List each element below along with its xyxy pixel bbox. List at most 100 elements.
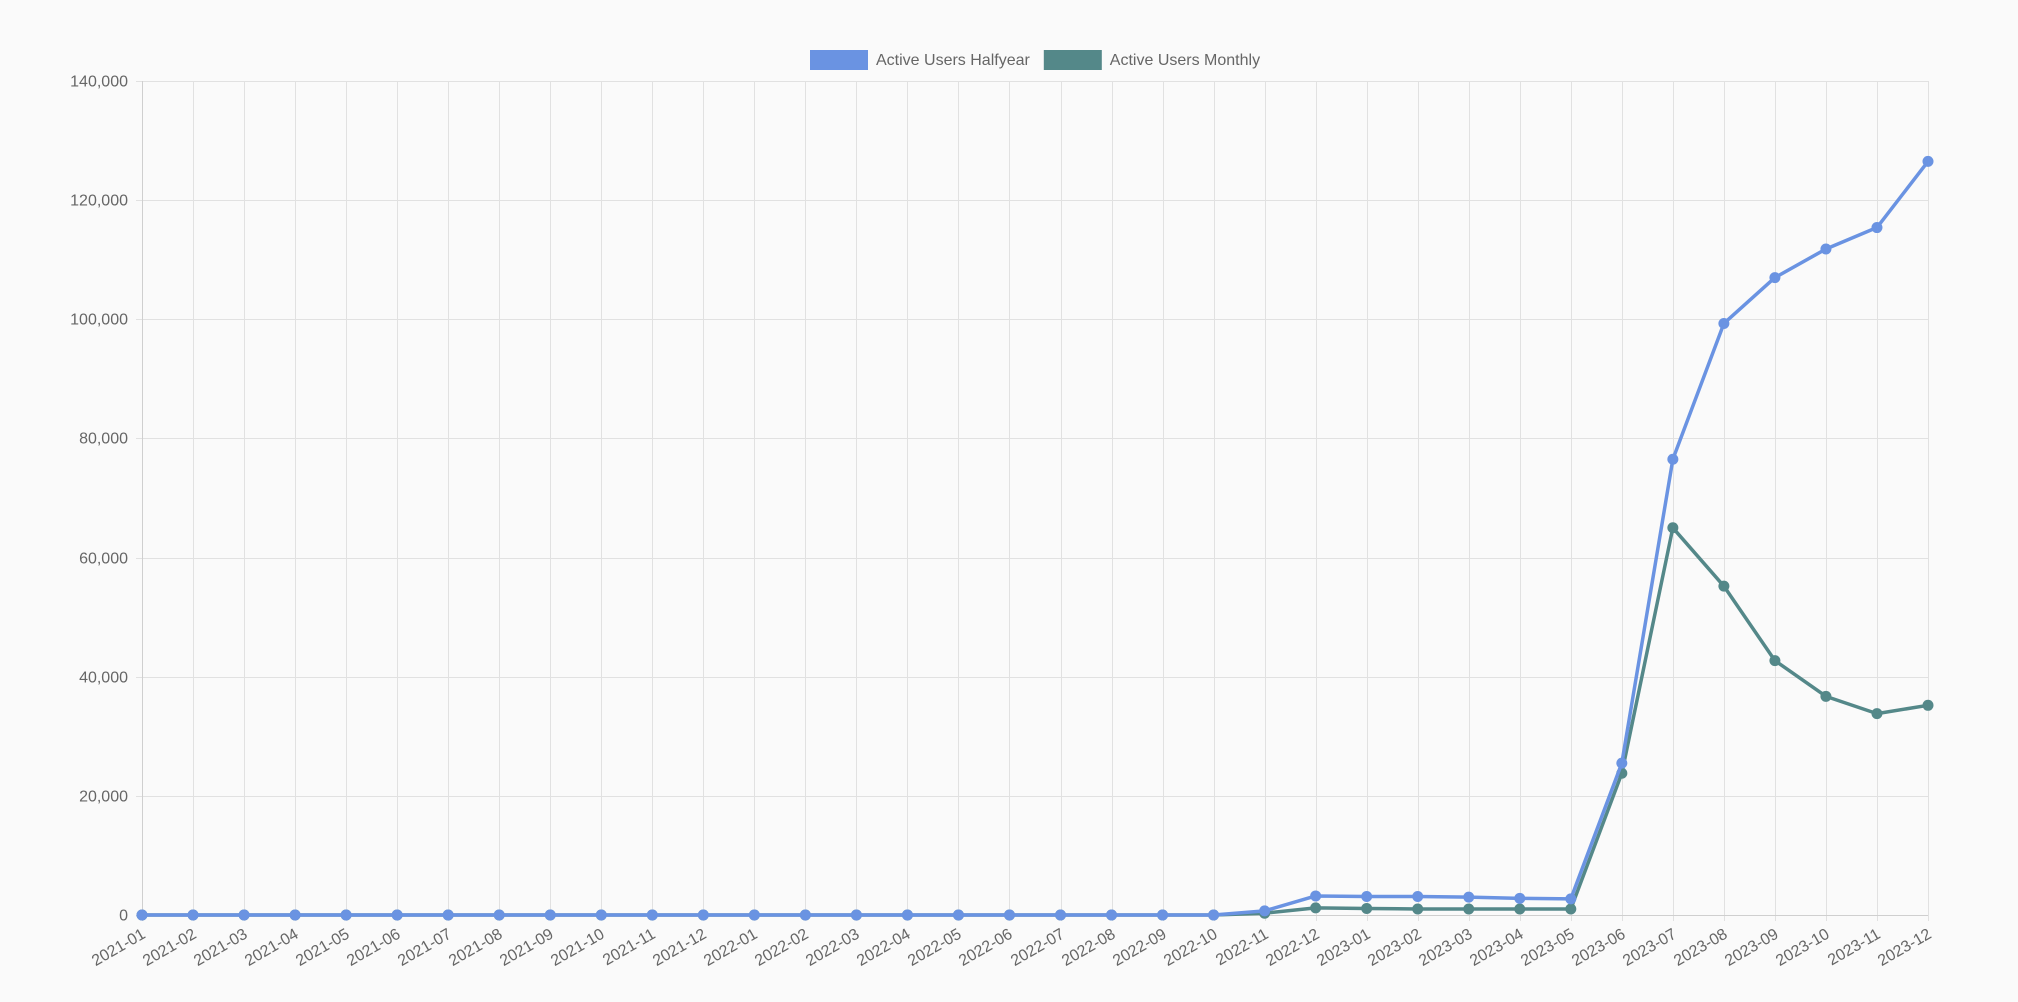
data-point[interactable] — [1718, 317, 1730, 329]
data-point[interactable] — [952, 909, 964, 921]
series-active-users-halfyear — [136, 155, 1934, 921]
y-tick-label: 40,000 — [79, 670, 128, 687]
data-point[interactable] — [136, 909, 148, 921]
x-tick-label: 2022-01 — [701, 926, 760, 970]
y-tick-label: 20,000 — [79, 789, 128, 806]
legend-label: Active Users Monthly — [1110, 52, 1260, 69]
y-tick-label: 140,000 — [70, 74, 128, 91]
data-point[interactable] — [1769, 272, 1781, 284]
y-tick-label: 120,000 — [70, 193, 128, 210]
data-point[interactable] — [1310, 890, 1322, 902]
x-tick-label: 2021-03 — [191, 926, 250, 970]
data-point[interactable] — [544, 909, 556, 921]
x-tick-label: 2023-10 — [1773, 926, 1832, 970]
x-tick-label: 2022-04 — [854, 926, 913, 970]
series-line — [140, 526, 1930, 917]
data-point[interactable] — [1514, 903, 1526, 915]
x-tick-label: 2021-01 — [89, 926, 148, 970]
x-tick-label: 2022-10 — [1161, 926, 1220, 970]
data-point[interactable] — [1208, 909, 1220, 921]
data-point[interactable] — [1361, 902, 1373, 914]
data-point[interactable] — [1463, 891, 1475, 903]
data-point[interactable] — [1616, 757, 1628, 769]
data-point[interactable] — [799, 909, 811, 921]
x-tick-label: 2023-11 — [1825, 926, 1883, 970]
data-point[interactable] — [1361, 891, 1373, 903]
legend-item[interactable]: Active Users Monthly — [1043, 50, 1260, 70]
x-tick-label: 2022-05 — [905, 926, 964, 970]
data-point[interactable] — [595, 909, 607, 921]
y-tick-label: 100,000 — [70, 312, 128, 329]
x-tick-label: 2023-01 — [1314, 926, 1373, 970]
data-point[interactable] — [187, 909, 199, 921]
x-tick-label: 2021-04 — [242, 926, 301, 970]
x-tick-label: 2023-08 — [1671, 926, 1730, 970]
x-tick-label: 2023-04 — [1467, 926, 1526, 970]
x-tick-label: 2021-12 — [650, 926, 709, 970]
x-tick-label: 2021-11 — [600, 926, 658, 970]
data-point[interactable] — [1769, 655, 1781, 667]
data-point[interactable] — [1055, 909, 1067, 921]
data-point[interactable] — [1820, 243, 1832, 255]
y-tick-label: 0 — [119, 908, 128, 925]
data-point[interactable] — [1667, 453, 1679, 465]
x-tick-label: 2021-10 — [548, 926, 607, 970]
data-point[interactable] — [1820, 690, 1832, 702]
series-active-users-monthly — [136, 522, 1934, 921]
data-point[interactable] — [1871, 708, 1883, 720]
axis-layer — [136, 81, 1928, 921]
data-point[interactable] — [1514, 892, 1526, 904]
data-point[interactable] — [646, 909, 658, 921]
data-point[interactable] — [391, 909, 403, 921]
data-point[interactable] — [1463, 903, 1475, 915]
x-tick-label: 2023-07 — [1620, 926, 1679, 970]
data-point[interactable] — [850, 909, 862, 921]
y-tick-label: 80,000 — [79, 431, 128, 448]
data-point[interactable] — [442, 909, 454, 921]
data-point[interactable] — [1003, 909, 1015, 921]
data-point[interactable] — [748, 909, 760, 921]
data-point[interactable] — [289, 909, 301, 921]
x-tick-label: 2023-03 — [1416, 926, 1475, 970]
x-tick-label: 2022-09 — [1110, 926, 1169, 970]
data-point[interactable] — [1259, 905, 1271, 917]
legend-swatch — [1043, 50, 1102, 70]
data-point[interactable] — [1412, 891, 1424, 903]
data-point[interactable] — [1565, 893, 1577, 905]
x-tick-label: 2022-08 — [1059, 926, 1118, 970]
series-layer — [136, 155, 1934, 921]
x-tick-label: 2023-06 — [1569, 926, 1628, 970]
data-point[interactable] — [1310, 902, 1322, 914]
x-tick-label: 2022-07 — [1008, 926, 1067, 970]
data-point[interactable] — [1157, 909, 1169, 921]
x-tick-label: 2023-12 — [1875, 926, 1934, 970]
x-tick-label: 2021-02 — [140, 926, 199, 970]
x-tick-label: 2023-02 — [1365, 926, 1424, 970]
data-point[interactable] — [1718, 580, 1730, 592]
x-tick-label: 2022-06 — [956, 926, 1015, 970]
data-point[interactable] — [1922, 155, 1934, 167]
x-tick-label: 2021-08 — [446, 926, 505, 970]
data-point[interactable] — [1667, 522, 1679, 534]
legend: Active Users Halfyear Active Users Monthl… — [810, 50, 1260, 70]
grid-layer — [136, 81, 1929, 921]
x-tick-label: 2022-03 — [803, 926, 862, 970]
data-point[interactable] — [1565, 903, 1577, 915]
data-point[interactable] — [238, 909, 250, 921]
data-point[interactable] — [1106, 909, 1118, 921]
x-tick-label: 2022-02 — [752, 926, 811, 970]
data-point[interactable] — [901, 909, 913, 921]
data-point[interactable] — [1922, 699, 1934, 711]
data-point[interactable] — [340, 909, 352, 921]
legend-item[interactable]: Active Users Halfyear — [810, 50, 1030, 70]
x-tick-label: 2021-07 — [395, 926, 454, 970]
data-point[interactable] — [697, 909, 709, 921]
x-tick-label: 2021-09 — [497, 926, 556, 970]
y-tick-label: 60,000 — [79, 551, 128, 568]
data-point[interactable] — [1871, 222, 1883, 234]
x-tick-label: 2022-12 — [1263, 926, 1322, 970]
data-point[interactable] — [1412, 903, 1424, 915]
data-point[interactable] — [493, 909, 505, 921]
